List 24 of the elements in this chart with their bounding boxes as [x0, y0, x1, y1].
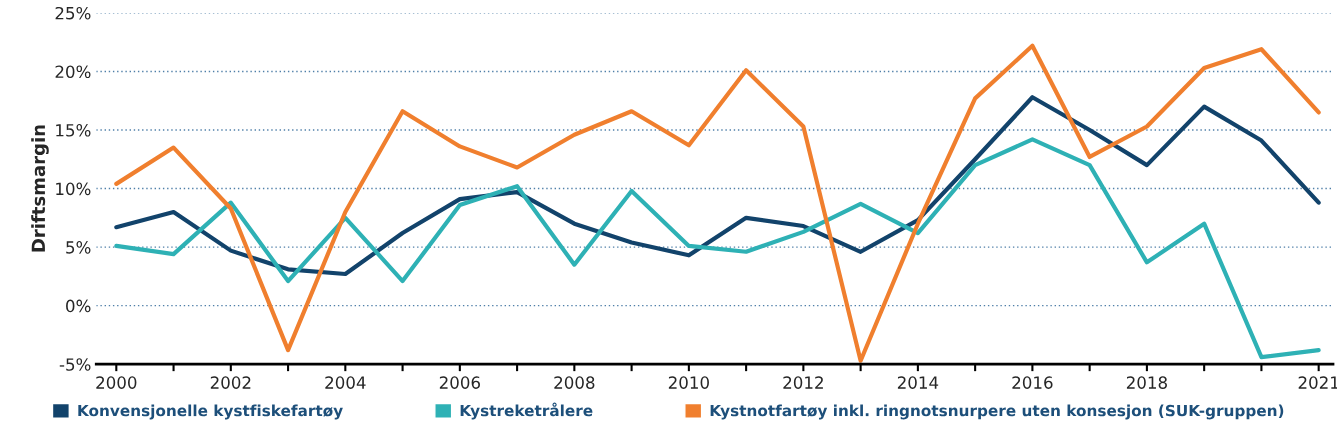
line-series [114, 95, 1321, 277]
y-tick-label: 20% [55, 65, 91, 79]
y-tick-label: 0% [66, 299, 91, 313]
y-tick-label: -5% [59, 358, 91, 371]
x-tick-label: 2016 [1012, 376, 1053, 389]
y-axis-title: Driftsmargin [31, 125, 49, 252]
x-tick-label: 2012 [783, 376, 823, 389]
legend-label: Konvensjonelle kystfiskefartøy [78, 404, 343, 420]
legend-label: Kystreketrålere [460, 402, 593, 420]
x-tick-label: 2014 [897, 376, 939, 389]
line-series [114, 43, 1321, 363]
legend-label: Kystnotfartøy inkl. ringnotsnurpere uten konsesjon (SUK-gruppen) [710, 404, 1284, 420]
x-tick-label: 2018 [1126, 376, 1167, 389]
x-tick-label: 2008 [554, 376, 595, 389]
x-tick-label: 2006 [439, 376, 480, 389]
x-tick-label: 2002 [210, 376, 251, 389]
y-tick-label: 15% [56, 123, 91, 137]
y-tick-label: 25% [55, 6, 91, 20]
x-tick-label: 2010 [668, 376, 709, 389]
x-tick-label: 2000 [96, 376, 137, 389]
line-series [114, 137, 1321, 360]
x-tick-label: 2004 [325, 376, 366, 389]
y-tick-label: 5% [66, 241, 91, 254]
y-tick-label: 10% [56, 182, 91, 196]
